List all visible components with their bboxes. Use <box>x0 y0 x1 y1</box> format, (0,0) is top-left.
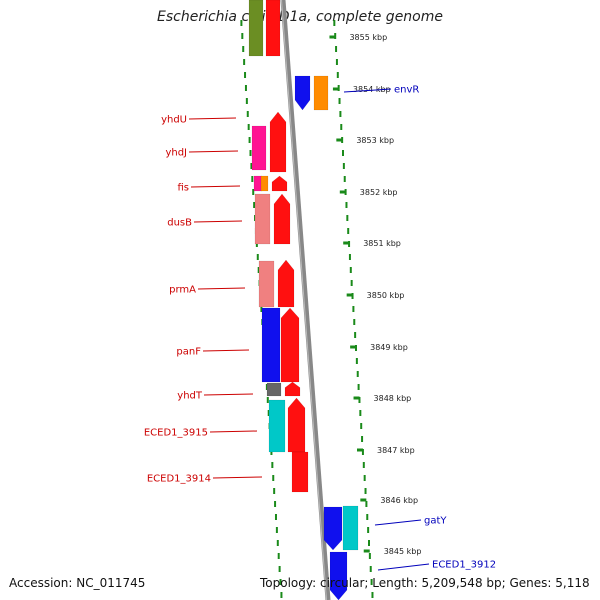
gene-leader-left <box>212 476 263 479</box>
gene-label-left: fis <box>177 183 189 194</box>
gene-box-panF <box>261 307 281 383</box>
accession-text: Accession: NC_011745 <box>9 576 146 590</box>
kbp-label: 3850 kbp <box>367 291 405 300</box>
kbp-label: 3845 kbp <box>384 547 422 556</box>
gene-arrow-fis <box>271 175 288 192</box>
gene-box-ECED1_3914 <box>291 451 309 493</box>
gene-leader-left <box>197 287 246 290</box>
gene-arrow-prmA <box>277 259 295 308</box>
gene-leader-left <box>203 393 254 396</box>
gene-arrow-dusB <box>273 193 291 245</box>
kbp-scale: 3855 kbp 3854 kbp 3853 kbp 3852 kbp 3851 kbp… <box>329 33 421 556</box>
topology-text: Topology: circular; Length: 5,209,548 bp… <box>260 576 590 590</box>
gene-leader-left <box>209 430 258 433</box>
kbp-label: 3849 kbp <box>370 343 408 352</box>
gene-label-left: yhdJ <box>165 148 187 159</box>
kbp-label: 3846 kbp <box>380 496 418 505</box>
gene-label-left: ECED1_3914 <box>147 474 211 485</box>
gene-box-fis-b <box>260 175 269 192</box>
gene-arrow-gatY <box>323 506 343 551</box>
gene-leader-left <box>188 117 237 120</box>
gene-box-yhdJ <box>251 125 267 171</box>
gene-box-gatY-b <box>342 505 359 551</box>
gene-label-right: envR <box>394 85 419 96</box>
gene-features <box>248 0 359 600</box>
gene-labels: yhdU yhdJ fis dusB prmA panF yhdT ECED1_3915 ECE… <box>144 85 496 571</box>
gene-arrow-ECED1_3915 <box>287 397 306 453</box>
gene-label-right: ECED1_3912 <box>432 560 496 571</box>
gene-label-left: yhdU <box>161 115 187 126</box>
gene-box-dusB <box>254 193 271 245</box>
gene-leader-right <box>377 563 430 571</box>
gene-leader-right <box>343 88 392 93</box>
gene-box-prmA <box>258 260 275 308</box>
gene-label-left: dusB <box>167 218 192 229</box>
gene-arrow-panF <box>280 307 300 383</box>
kbp-label: 3852 kbp <box>360 188 398 197</box>
gene-leader-left <box>188 150 239 153</box>
gene-label-left: prmA <box>169 285 196 296</box>
backbone-line <box>280 0 331 600</box>
gene-arrow-envR-a <box>294 75 311 111</box>
gene-label-left: yhdT <box>177 391 203 402</box>
kbp-label: 3851 kbp <box>363 239 401 248</box>
gene-label-left: panF <box>176 347 201 358</box>
gene-leader-right <box>374 519 422 526</box>
kbp-label: 3848 kbp <box>374 394 412 403</box>
kbp-label: 3855 kbp <box>349 33 387 42</box>
gene-label-left: ECED1_3915 <box>144 428 208 439</box>
gene-box-ECED1_3915 <box>268 399 286 453</box>
gene-leader-left <box>193 220 243 223</box>
gene-leader-left <box>202 349 250 352</box>
gene-box-yhdT <box>266 382 282 397</box>
kbp-label: 3853 kbp <box>356 136 394 145</box>
gene-label-right: gatY <box>424 516 447 527</box>
gene-arrow-yhdT <box>284 381 301 397</box>
gene-arrow-top <box>265 0 281 57</box>
map-title: Escherichia coli ED1a, complete genome <box>157 9 443 25</box>
gene-leader-left <box>190 185 241 188</box>
gene-box-envR-b <box>313 75 329 111</box>
gene-box-olive <box>248 0 264 57</box>
gene-arrow-ECED1_3912 <box>329 551 348 600</box>
kbp-label: 3854 kbp <box>353 85 391 94</box>
gene-arrow-yhdU <box>269 111 287 173</box>
kbp-label: 3847 kbp <box>377 446 415 455</box>
